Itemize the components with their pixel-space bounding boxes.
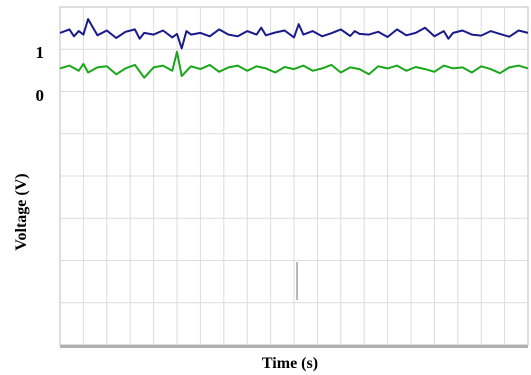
grid [59,6,529,348]
x-axis-label: Time (s) [262,355,318,372]
y-axis-label: Voltage (V) [13,173,30,250]
y-tick-label-0: 0 [36,86,45,105]
series-layer [59,18,529,79]
axes: 1 0 Voltage (V) Time (s) [13,43,318,372]
x-axis-line [60,345,528,348]
series-line-1 [59,50,529,79]
y-tick-label-1: 1 [36,43,45,62]
series-line-0 [59,18,529,50]
